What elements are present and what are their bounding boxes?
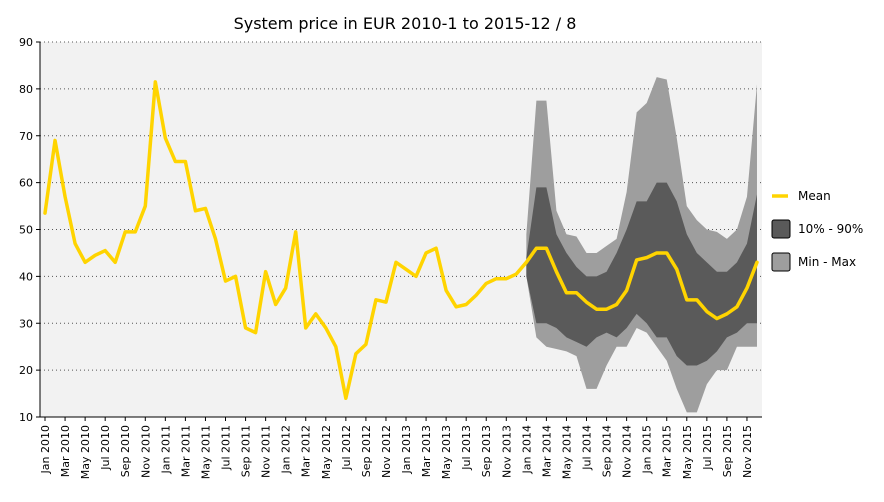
x-tick-label: Jan 2014 bbox=[520, 425, 533, 474]
x-tick-label: Jul 2010 bbox=[99, 425, 112, 471]
y-tick-label: 70 bbox=[19, 130, 33, 143]
x-tick-label: Nov 2013 bbox=[500, 425, 513, 478]
x-tick-label: Mar 2012 bbox=[300, 425, 313, 477]
y-tick-label: 40 bbox=[19, 270, 33, 283]
x-tick-label: Mar 2011 bbox=[179, 425, 192, 477]
10-90-band bbox=[526, 182, 757, 366]
legend-swatch bbox=[771, 252, 791, 272]
x-tick-label: Nov 2012 bbox=[380, 425, 393, 478]
x-tick-label: Mar 2010 bbox=[59, 425, 72, 477]
y-tick-label: 30 bbox=[19, 317, 33, 330]
legend-label: 10% - 90% bbox=[798, 222, 863, 236]
x-tick-label: Mar 2013 bbox=[420, 425, 433, 477]
legend-swatch bbox=[771, 219, 791, 239]
x-tick-label: May 2012 bbox=[320, 425, 333, 479]
y-tick-label: 90 bbox=[19, 36, 33, 49]
x-tick-label: Jul 2011 bbox=[220, 425, 233, 471]
x-tick-label: May 2011 bbox=[199, 425, 212, 479]
x-tick-label: May 2010 bbox=[79, 425, 92, 479]
x-tick-label: Sep 2014 bbox=[601, 425, 614, 477]
mean-line bbox=[43, 80, 759, 400]
chart-title: System price in EUR 2010-1 to 2015-12 / … bbox=[234, 14, 577, 33]
y-tick-label: 60 bbox=[19, 177, 33, 190]
x-tick-label: Jul 2013 bbox=[460, 425, 473, 471]
grid-lines bbox=[40, 41, 762, 371]
x-tick-label: Nov 2014 bbox=[621, 425, 634, 478]
x-tick-label: May 2014 bbox=[560, 425, 573, 479]
x-tick-label: Jan 2010 bbox=[39, 425, 52, 474]
y-axis-ticks: 10 20 30 40 50 60 70 80 90 bbox=[19, 36, 40, 424]
legend-label: Min - Max bbox=[798, 255, 856, 269]
y-tick-label: 50 bbox=[19, 224, 33, 237]
x-tick-label: Jan 2011 bbox=[159, 425, 172, 474]
x-tick-label: Mar 2014 bbox=[540, 425, 553, 477]
x-axis-ticks: Jan 2010 Mar 2010 May 2010 Jul 2010 Sep 2010… bbox=[39, 417, 754, 479]
series-lines bbox=[43, 80, 759, 400]
y-tick-label: 10 bbox=[19, 411, 33, 424]
x-tick-label: Mar 2015 bbox=[661, 425, 674, 477]
x-tick-label: Jul 2015 bbox=[701, 425, 714, 471]
x-tick-label: May 2015 bbox=[681, 425, 694, 479]
y-tick-label: 80 bbox=[19, 83, 33, 96]
legend: Mean 10% - 90% Min - Max bbox=[771, 189, 863, 272]
x-tick-label: Jul 2012 bbox=[340, 425, 353, 471]
x-tick-label: Nov 2015 bbox=[741, 425, 754, 478]
x-tick-label: Jan 2012 bbox=[280, 425, 293, 474]
x-tick-label: Sep 2012 bbox=[360, 425, 373, 477]
x-tick-label: Jul 2014 bbox=[581, 425, 594, 471]
y-tick-label: 20 bbox=[19, 364, 33, 377]
x-tick-label: May 2013 bbox=[440, 425, 453, 479]
x-tick-label: Sep 2015 bbox=[721, 425, 734, 477]
x-tick-label: Sep 2010 bbox=[119, 425, 132, 477]
x-tick-label: Sep 2013 bbox=[480, 425, 493, 477]
x-tick-label: Jan 2013 bbox=[400, 425, 413, 474]
x-tick-label: Sep 2011 bbox=[240, 425, 253, 477]
x-tick-label: Nov 2011 bbox=[260, 425, 273, 478]
x-tick-label: Nov 2010 bbox=[139, 425, 152, 478]
x-tick-label: Jan 2015 bbox=[641, 425, 654, 474]
forecast-bands bbox=[526, 77, 757, 413]
legend-label: Mean bbox=[798, 189, 831, 203]
